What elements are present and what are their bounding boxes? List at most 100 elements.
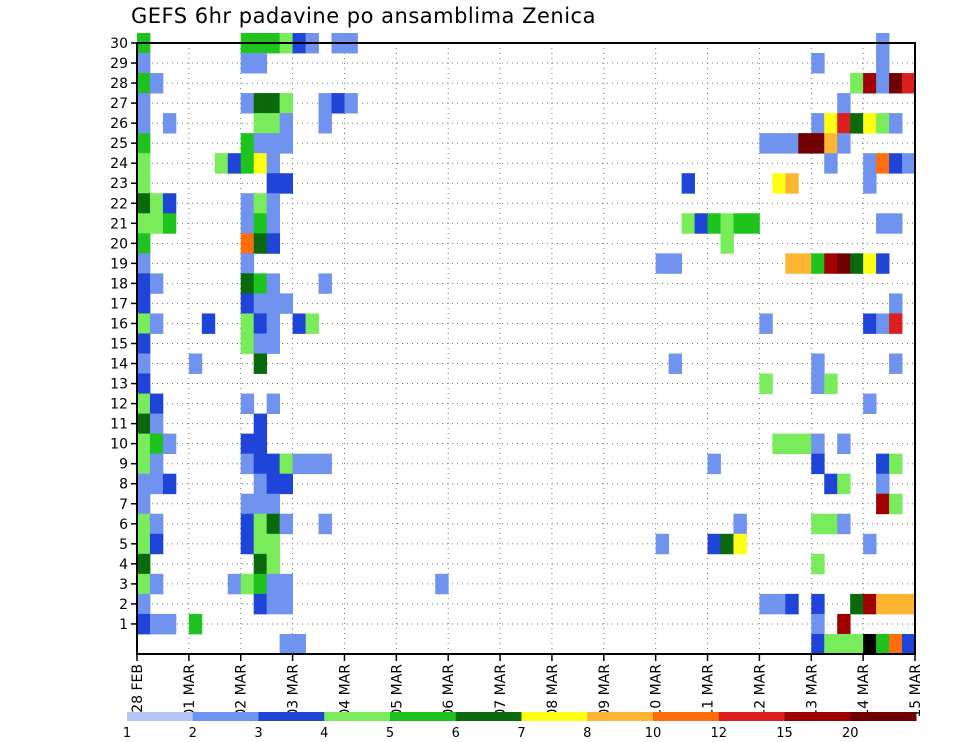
heatmap-cell <box>668 253 682 274</box>
heatmap-cell <box>240 233 255 254</box>
heatmap-cell <box>798 133 812 154</box>
y-tick-label: 5 <box>119 537 128 553</box>
heatmap-cell <box>837 113 851 134</box>
x-tick-label: 14 MAR <box>856 664 872 718</box>
y-tick-label: 29 <box>110 56 128 72</box>
heatmap-cell <box>240 433 255 455</box>
colorbar-swatch <box>784 712 851 721</box>
heatmap-cell <box>137 473 151 495</box>
heatmap-cell <box>279 453 293 475</box>
heatmap-cell <box>137 313 151 334</box>
heatmap-cell <box>837 473 851 495</box>
heatmap-cell <box>266 273 281 294</box>
y-tick-label: 20 <box>110 236 128 252</box>
y-tick-label: 26 <box>110 116 128 132</box>
y-tick-label: 1 <box>119 617 128 633</box>
colorbar-label: 20 <box>842 726 859 741</box>
heatmap-cell <box>279 573 293 595</box>
heatmap-cell <box>162 613 177 635</box>
grid-lines <box>137 42 916 654</box>
heatmap-cell <box>266 493 281 515</box>
y-tick-label: 15 <box>110 336 128 352</box>
heatmap-cell <box>876 73 890 94</box>
x-tick-label: 04 MAR <box>337 664 353 718</box>
heatmap-cell <box>240 213 255 234</box>
colorbar-swatch <box>521 712 588 721</box>
heatmap-cell <box>240 53 255 74</box>
y-tick-label: 10 <box>110 437 128 453</box>
heatmap-cell <box>137 613 151 635</box>
y-tick-label: 24 <box>110 156 128 172</box>
heatmap-cell <box>707 533 721 555</box>
heatmap-cell <box>279 633 293 655</box>
heatmap-cell <box>824 373 838 394</box>
heatmap-cell <box>733 513 747 535</box>
heatmap-cell <box>824 513 838 535</box>
heatmap-cell <box>137 253 151 274</box>
heatmap-cell <box>863 533 877 555</box>
heatmap-cell <box>137 233 151 254</box>
heatmap-cell <box>253 113 268 134</box>
heatmap-cell <box>785 173 799 194</box>
colorbar-swatch <box>192 712 259 721</box>
heatmap-cell <box>889 213 903 234</box>
heatmap-cell <box>162 113 177 134</box>
heatmap-cell <box>331 93 345 114</box>
heatmap-cell <box>811 373 825 394</box>
colorbar-swatch <box>324 712 391 721</box>
heatmap-cell <box>253 473 268 495</box>
heatmap-cell <box>188 613 203 635</box>
x-tick-label: 09 MAR <box>597 664 613 718</box>
heatmap-cell <box>162 193 177 214</box>
heatmap-cell <box>240 393 255 415</box>
heatmap-cell <box>876 113 890 134</box>
heatmap-cell <box>824 473 838 495</box>
heatmap-cell <box>863 593 877 615</box>
heatmap-cell <box>889 293 903 314</box>
y-tick-label: 9 <box>119 457 128 473</box>
heatmap-cell <box>253 573 268 595</box>
heatmap-cell <box>850 113 864 134</box>
heatmap-cell <box>240 273 255 294</box>
heatmap-cell <box>253 213 268 234</box>
colorbar-label: 1 <box>123 726 131 741</box>
y-tick-label: 12 <box>110 397 128 413</box>
heatmap-cell <box>811 433 825 455</box>
heatmap-cell <box>785 133 799 154</box>
heatmap-cell <box>201 313 216 334</box>
heatmap-cell <box>240 293 255 314</box>
colorbar-swatch <box>455 712 522 721</box>
heatmap-cell <box>837 133 851 154</box>
colorbar: 1 2 3 4 5 6 7 8 10 12 15 20 <box>123 712 917 741</box>
y-tick-label: 7 <box>119 497 128 513</box>
heatmap-cell <box>889 593 903 615</box>
heatmap-cell <box>279 93 293 114</box>
heatmap-cell <box>162 213 177 234</box>
heatmap-cell <box>811 453 825 475</box>
colorbar-label: 4 <box>320 726 328 741</box>
x-tick-label: 05 MAR <box>389 664 405 718</box>
colorbar-swatch <box>390 712 457 721</box>
heatmap-cell <box>253 273 268 294</box>
heatmap-cell <box>837 513 851 535</box>
heatmap-cell <box>318 453 332 475</box>
y-tick-label: 11 <box>110 417 128 433</box>
x-tick-label: 02 MAR <box>234 664 250 718</box>
heatmap-cell <box>149 193 164 214</box>
heatmap-cell <box>318 93 332 114</box>
x-tick-label: 07 MAR <box>493 664 509 718</box>
heatmap-cell <box>305 313 319 334</box>
heatmap-cell <box>655 253 670 274</box>
y-tick-label: 30 <box>110 36 128 52</box>
colorbar-label: 7 <box>517 726 525 741</box>
heatmap-cell <box>902 73 916 94</box>
heatmap-cell <box>837 633 851 655</box>
heatmap-cell <box>266 513 281 535</box>
heatmap-cell <box>824 253 838 274</box>
heatmap-cell <box>137 93 151 114</box>
heatmap-cell <box>253 333 268 354</box>
heatmap-cell <box>240 493 255 515</box>
heatmap-cell <box>266 173 281 194</box>
heatmap-cell <box>149 313 164 334</box>
heatmap-cell <box>253 553 268 575</box>
